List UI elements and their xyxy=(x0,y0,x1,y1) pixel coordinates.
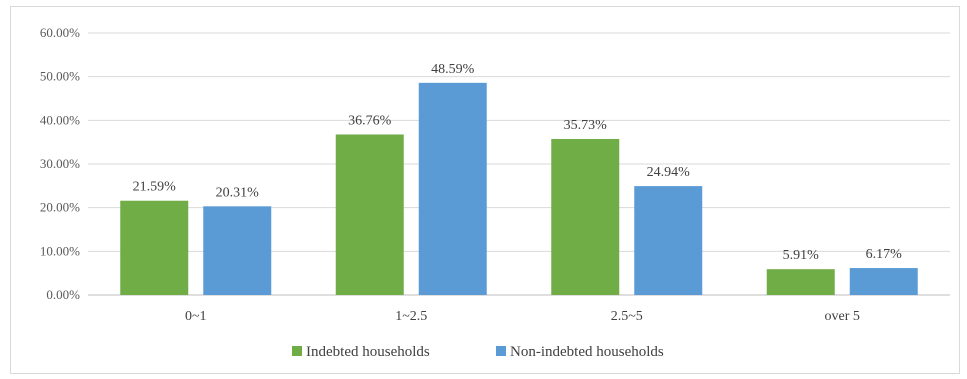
x-axis-category-labels: 0~1 1~2.5 2.5~5 over 5 xyxy=(185,309,860,324)
bars xyxy=(120,82,918,295)
y-axis-tick-labels: 0.00% 10.00% 20.00% 30.00% 40.00% 50.00% 60.00… xyxy=(40,25,80,302)
x-category-label: 2.5~5 xyxy=(611,309,643,324)
bar-indebted xyxy=(120,200,189,295)
y-tick-label: 40.00% xyxy=(40,112,80,127)
bar-data-label: 36.76% xyxy=(348,113,392,128)
y-tick-label: 10.00% xyxy=(40,243,80,258)
bar-non-indebted xyxy=(849,268,918,295)
bar-data-label: 20.31% xyxy=(216,185,260,200)
y-tick-label: 30.00% xyxy=(40,156,80,171)
legend-swatch xyxy=(496,346,506,356)
bar-data-label: 35.73% xyxy=(564,118,608,133)
bar-indebted xyxy=(766,269,835,295)
bar-data-label: 6.17% xyxy=(866,247,903,262)
x-category-label: 1~2.5 xyxy=(395,309,427,324)
y-tick-label: 20.00% xyxy=(40,200,80,215)
y-tick-label: 60.00% xyxy=(40,25,80,40)
bar-non-indebted xyxy=(203,206,272,295)
data-labels: 21.59% 20.31% 36.76% 48.59% 35.73% 24.94% 5.91… xyxy=(133,62,903,263)
y-tick-label: 0.00% xyxy=(46,287,80,302)
bar-data-label: 48.59% xyxy=(431,62,475,77)
bar-data-label: 5.91% xyxy=(783,248,820,263)
bar-data-label: 21.59% xyxy=(133,180,177,195)
legend-label: Non-indebted households xyxy=(510,344,664,360)
x-category-label: 0~1 xyxy=(185,309,207,324)
bar-indebted xyxy=(335,134,404,295)
bar-non-indebted xyxy=(418,82,487,295)
bar-indebted xyxy=(551,138,620,295)
y-tick-label: 50.00% xyxy=(40,69,80,84)
legend-label: Indebted households xyxy=(306,344,430,360)
legend: Indebted households Non-indebted househol… xyxy=(292,344,664,360)
bar-data-label: 24.94% xyxy=(647,165,691,180)
legend-swatch xyxy=(292,346,302,356)
x-category-label: over 5 xyxy=(825,309,860,324)
bar-non-indebted xyxy=(634,186,703,295)
